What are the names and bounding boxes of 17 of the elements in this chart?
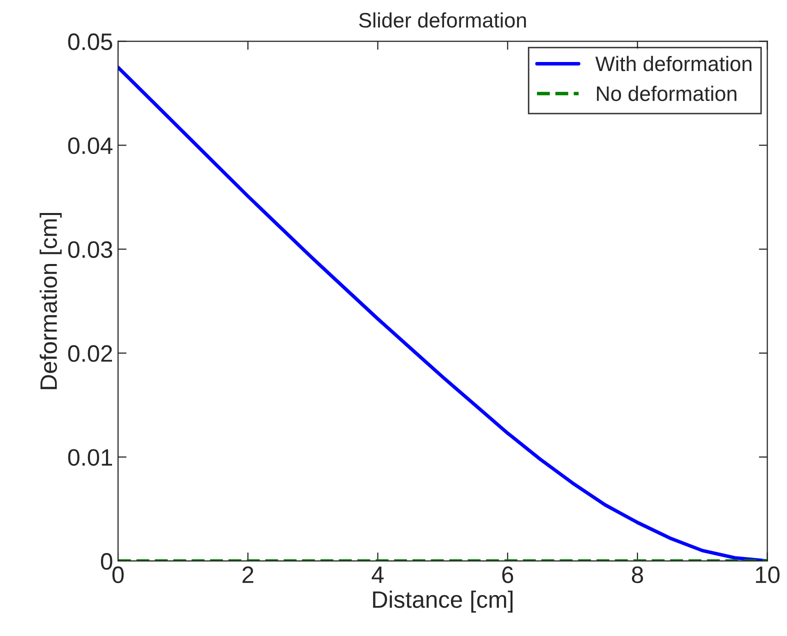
legend-label: No deformation	[596, 86, 736, 102]
x-tick-label: 8	[632, 566, 644, 584]
x-tick-label: 0	[112, 566, 124, 584]
y-tick-label: 0.02	[68, 345, 112, 362]
x-axis-title: Distance [cm]	[373, 590, 513, 613]
y-tick-label: 0.01	[68, 449, 112, 466]
y-tick-label: 0.04	[68, 137, 112, 154]
y-axis-title: Deformation [cm]	[40, 212, 62, 390]
x-tick-label: 6	[502, 566, 514, 584]
x-tick-label: 10	[756, 566, 780, 584]
legend-label: With deformation	[595, 56, 752, 72]
x-tick-label: 4	[372, 566, 384, 583]
chart-title: Slider deformation	[359, 12, 526, 28]
y-tick-label: 0	[100, 553, 112, 570]
y-tick-label: 0.05	[68, 33, 112, 50]
y-tick-label: 0.03	[68, 241, 112, 258]
x-tick-label: 2	[242, 566, 254, 583]
